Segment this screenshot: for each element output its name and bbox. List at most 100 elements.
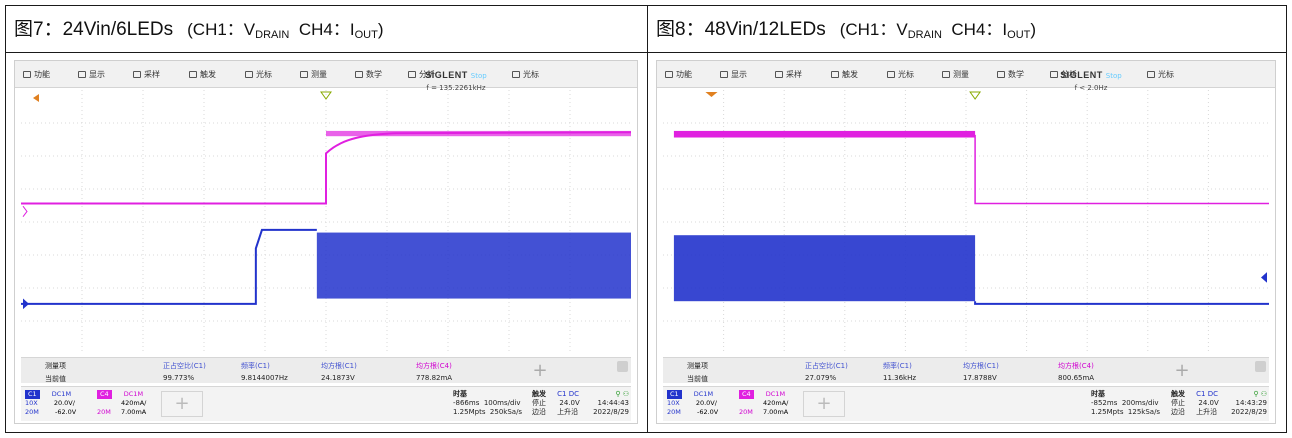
menu-function-icon	[23, 71, 31, 78]
meas-item[interactable]: 正占空比(C1) 27.079%	[805, 361, 848, 382]
ch1-scale: 20.0V/	[695, 399, 717, 407]
figure-panel-7: 图7：24Vin/6LEDs (CH1：VDRAIN CH4：IOUT) 功能 显示 采…	[6, 6, 648, 432]
meas-item-name: 正占空比(C1)	[163, 362, 206, 370]
caption-sub: OUT	[354, 29, 378, 41]
add-measurement-button[interactable]: +	[1174, 360, 1190, 381]
ch1-info[interactable]: C1 DC1M 10X 20.0V/20M -62.0V	[667, 390, 737, 417]
menu-acquire[interactable]: 采样	[133, 69, 160, 80]
menu-measure-icon	[942, 71, 950, 78]
meas-header-value: 当前值	[45, 375, 66, 383]
ch4-tag: C4	[739, 390, 754, 399]
timebase-info[interactable]: 时基 -866ms 100ms/div 1.25Mpts 250kSa/s	[453, 390, 522, 417]
ch1-bw: 20M	[25, 408, 39, 416]
scope-screenshot: 功能 显示 采样 触发 光标 测量 数学 分析 光标 SIGLENT Stop f = 135.226…	[14, 60, 638, 424]
meas-item[interactable]: 均方根(C1) 24.1873V	[321, 361, 357, 382]
menu-cursor-icon	[245, 71, 253, 78]
ch4-info[interactable]: C4 DC1M 420mA/20M 7.00mA	[739, 390, 799, 417]
menu-trigger[interactable]: 触发	[189, 69, 216, 80]
freq-readout: f < 2.0Hz	[1074, 84, 1108, 92]
menu-function[interactable]: 功能	[23, 69, 50, 80]
trigger-info[interactable]: 触发 C1 DC 停止 24.0V 边沿 上升沿	[1171, 390, 1219, 417]
add-channel-button[interactable]: +	[161, 391, 203, 417]
add-measurement-button[interactable]: +	[532, 360, 548, 381]
run-status[interactable]: Stop	[1105, 72, 1122, 80]
ch1-switching-band	[673, 235, 976, 302]
figure: 图7：24Vin/6LEDs (CH1：VDRAIN CH4：IOUT) 功能 显示 采…	[5, 5, 1287, 433]
meas-item-value: 11.36kHz	[883, 374, 917, 382]
caption-sub: DRAIN	[255, 29, 290, 41]
add-channel-button[interactable]: +	[803, 391, 845, 417]
menu-acquire[interactable]: 采样	[775, 69, 802, 80]
menu-trigger-icon	[831, 71, 839, 78]
clock-time: 14:44:43	[597, 399, 629, 407]
clock-info: ⚲ ⚇ 14:43:29 2022/8/29	[1219, 390, 1267, 417]
menu-label: 显示	[89, 70, 105, 79]
menu-label: 触发	[842, 70, 858, 79]
meas-item[interactable]: 频率(C1) 11.36kHz	[883, 361, 916, 382]
close-measurement-button[interactable]	[617, 361, 628, 372]
menu-measure[interactable]: 测量	[942, 69, 969, 80]
menu-display-icon	[78, 71, 86, 78]
trigger-level: 24.0V	[1198, 399, 1219, 407]
ch1-info[interactable]: C1 DC1M 10X 20.0V/20M -62.0V	[25, 390, 95, 417]
menu-analysis-icon	[408, 71, 416, 78]
menu-display[interactable]: 显示	[78, 69, 105, 80]
scope-screenshot: 功能 显示 采样 触发 光标 测量 数学 分析 光标 SIGLENT Stop f < 2.0Hz 测量…	[656, 60, 1276, 424]
menu-display[interactable]: 显示	[720, 69, 747, 80]
caption-divider	[6, 52, 647, 53]
waveform-svg	[663, 90, 1269, 354]
clock-date: 2022/8/29	[593, 408, 629, 416]
waveform-area[interactable]	[663, 90, 1269, 354]
menu-math[interactable]: 数学	[355, 69, 382, 80]
clock-info: ⚲ ⚇ 14:44:43 2022/8/29	[581, 390, 629, 417]
meas-item[interactable]: 均方根(C4) 800.65mA	[1058, 361, 1094, 382]
meas-item[interactable]: 均方根(C4) 778.82mA	[416, 361, 452, 382]
menu-function[interactable]: 功能	[665, 69, 692, 80]
menu-label: 数学	[366, 70, 382, 79]
meas-item[interactable]: 频率(C1) 9.8144007Hz	[241, 361, 288, 382]
menu-label: 光标	[898, 70, 914, 79]
figure-caption: 图8：48Vin/12LEDs (CH1：VDRAIN CH4：IOUT)	[656, 14, 1036, 48]
caption-part: (CH1：V	[839, 20, 908, 39]
menu-label: 显示	[731, 70, 747, 79]
menu-cursor2[interactable]: 光标	[512, 69, 539, 80]
ch1-coupling: DC1M	[693, 390, 714, 398]
ch4-scale: 420mA/	[121, 399, 147, 407]
meas-item[interactable]: 均方根(C1) 17.8788V	[963, 361, 999, 382]
ch1-trace	[974, 301, 1269, 305]
meas-item[interactable]: 正占空比(C1) 99.773%	[163, 361, 206, 382]
menu-label: 触发	[200, 70, 216, 79]
timebase-info[interactable]: 时基 -852ms 200ms/div 1.25Mpts 125kSa/s	[1091, 390, 1160, 417]
caption-part: CH4：I	[941, 20, 1008, 39]
menu-label: 测量	[953, 70, 969, 79]
scope-menubar: 功能 显示 采样 触发 光标 测量 数学 分析 光标 SIGLENT Stop f = 135.226…	[15, 61, 637, 92]
menu-cursor[interactable]: 光标	[245, 69, 272, 80]
menu-math[interactable]: 数学	[997, 69, 1024, 80]
waveform-area[interactable]	[21, 90, 631, 354]
menu-measure-icon	[300, 71, 308, 78]
timebase-label: 时基	[453, 390, 467, 398]
menu-cursor[interactable]: 光标	[887, 69, 914, 80]
time-marker-icon	[33, 94, 39, 102]
caption-channels: (CH1：VDRAIN CH4：IOUT)	[839, 20, 1036, 41]
ch1-level-marker-icon	[1261, 272, 1267, 283]
trigger-level: 24.0V	[559, 399, 580, 407]
menu-cursor2[interactable]: 光标	[1147, 69, 1174, 80]
run-status[interactable]: Stop	[470, 72, 487, 80]
meas-item-name: 正占空比(C1)	[805, 362, 848, 370]
ch4-trace	[974, 134, 1269, 205]
timebase-points: 1.25Mpts	[1091, 408, 1124, 416]
scope-menubar: 功能 显示 采样 触发 光标 测量 数学 分析 光标 SIGLENT Stop f < 2.0Hz	[657, 61, 1275, 92]
menu-analysis[interactable]: 分析	[1050, 69, 1077, 80]
menu-trigger[interactable]: 触发	[831, 69, 858, 80]
trigger-info[interactable]: 触发 C1 DC 停止 24.0V 边沿 上升沿	[532, 390, 580, 417]
ch1-probe: 10X	[667, 399, 680, 407]
timebase-rate: 250kSa/s	[489, 408, 523, 416]
menu-measure[interactable]: 测量	[300, 69, 327, 80]
figure-panel-8: 图8：48Vin/12LEDs (CH1：VDRAIN CH4：IOUT) 功能 显示…	[648, 6, 1286, 432]
menu-analysis[interactable]: 分析	[408, 69, 435, 80]
menu-acquire-icon	[133, 71, 141, 78]
close-measurement-button[interactable]	[1255, 361, 1266, 372]
ch4-info[interactable]: C4 DC1M 420mA/20M 7.00mA	[97, 390, 157, 417]
caption-title: 图7：24Vin/6LEDs	[14, 19, 174, 40]
